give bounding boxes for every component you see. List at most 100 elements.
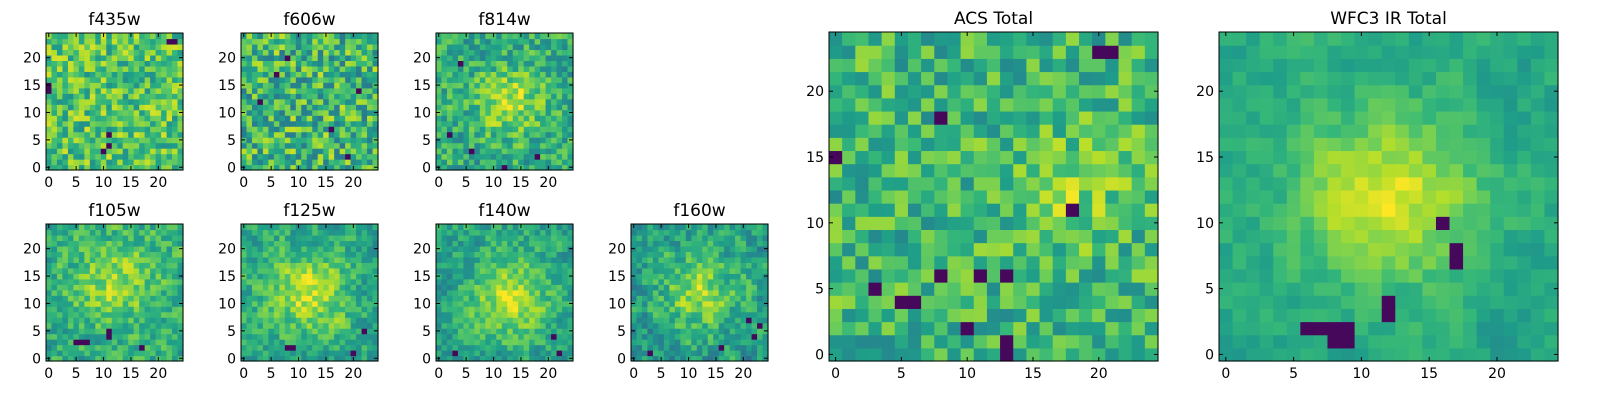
heatmap-cell: [551, 109, 558, 116]
heatmap-cell: [150, 289, 157, 296]
heatmap-cell: [556, 98, 563, 105]
heatmap-cell: [361, 76, 368, 83]
heatmap-cell: [512, 289, 519, 296]
heatmap-cell: [960, 282, 975, 296]
heatmap-cell: [452, 142, 459, 149]
heatmap-cell: [921, 334, 935, 349]
heatmap-cell: [652, 333, 659, 340]
heatmap-cell: [474, 38, 481, 45]
heatmap-cell: [718, 328, 725, 335]
heatmap-cell: [323, 104, 330, 111]
heatmap-cell: [631, 278, 638, 285]
heatmap-cell: [95, 306, 102, 313]
heatmap-cell: [284, 311, 291, 318]
heatmap-cell: [562, 49, 569, 56]
heatmap-cell: [361, 251, 368, 258]
heatmap-cell: [457, 164, 464, 171]
heatmap-cell: [262, 245, 269, 252]
heatmap-cell: [323, 142, 330, 149]
heatmap-cell: [262, 131, 269, 138]
heatmap-cell: [545, 126, 552, 133]
heatmap-cell: [334, 65, 341, 72]
heatmap-cell: [306, 148, 313, 155]
heatmap-cell: [545, 306, 552, 313]
heatmap-cell: [246, 284, 253, 291]
heatmap-cell: [507, 355, 514, 362]
heatmap-cell: [95, 82, 102, 89]
heatmap-cell: [507, 284, 514, 291]
heatmap-cell: [729, 322, 736, 329]
heatmap-cell: [84, 339, 91, 346]
heatmap-cell: [658, 240, 665, 247]
heatmap-cell: [301, 234, 308, 242]
heatmap-cell: [177, 267, 184, 274]
heatmap-cell: [73, 278, 80, 285]
heatmap-cell: [111, 104, 118, 111]
heatmap-cell: [246, 328, 253, 335]
heatmap-cell: [567, 148, 574, 155]
heatmap-cell: [251, 126, 259, 133]
heatmap-cell: [317, 33, 324, 40]
heatmap-cell: [512, 131, 519, 138]
heatmap-cell: [674, 350, 681, 357]
heatmap-cell: [735, 333, 742, 340]
heatmap-cell: [84, 93, 91, 100]
heatmap-cell: [446, 262, 454, 269]
heatmap-cell: [567, 284, 574, 291]
heatmap-cell: [556, 115, 563, 122]
heatmap-cell: [117, 344, 124, 351]
heatmap-cell: [317, 355, 324, 362]
heatmap-cell: [161, 355, 168, 362]
heatmap-cell: [746, 278, 753, 285]
heatmap-cell: [446, 333, 454, 340]
heatmap-cell: [177, 234, 184, 242]
heatmap-cell: [501, 87, 508, 94]
heatmap-cell: [468, 295, 475, 302]
heatmap-cell: [842, 229, 856, 244]
heatmap-cell: [128, 322, 135, 329]
heatmap-cell: [855, 203, 870, 217]
heatmap-cell: [702, 284, 709, 291]
y-tick-label: 20: [218, 51, 236, 67]
heatmap-cell: [95, 126, 102, 133]
heatmap-cell: [562, 60, 569, 67]
heatmap-cell: [1013, 242, 1027, 257]
heatmap-cell: [855, 334, 870, 349]
heatmap-cell: [150, 229, 157, 236]
heatmap-cell: [334, 148, 341, 155]
heatmap-cell: [545, 38, 552, 45]
heatmap-cell: [551, 153, 558, 160]
heatmap-cell: [350, 82, 357, 89]
heatmap-cell: [367, 284, 374, 291]
heatmap-cell: [523, 104, 530, 111]
heatmap-cell: [512, 295, 519, 302]
heatmap-cell: [100, 256, 107, 263]
heatmap-cell: [762, 317, 769, 324]
heatmap-cell: [106, 115, 113, 122]
heatmap-cell: [468, 115, 475, 122]
heatmap-cell: [757, 289, 764, 296]
heatmap-cell: [441, 137, 448, 144]
heatmap-cell: [251, 153, 259, 160]
heatmap-cell: [367, 33, 374, 40]
heatmap-cell: [290, 262, 297, 269]
heatmap-cell: [1092, 282, 1106, 296]
heatmap-cell: [279, 120, 286, 127]
heatmap-cell: [312, 131, 319, 138]
heatmap-cell: [1052, 334, 1067, 349]
heatmap-cell: [306, 245, 313, 252]
heatmap-cell: [290, 33, 297, 40]
heatmap-cell: [246, 251, 253, 258]
heatmap-cell: [262, 115, 269, 122]
heatmap-cell: [746, 240, 753, 247]
heatmap-cell: [367, 295, 374, 302]
heatmap-cell: [474, 229, 481, 236]
heatmap-cell: [501, 153, 508, 160]
heatmap-cell: [457, 82, 464, 89]
heatmap-cell: [894, 347, 909, 362]
heatmap-cell: [1065, 216, 1080, 230]
heatmap-cell: [317, 295, 324, 302]
heatmap-cell: [144, 142, 151, 149]
heatmap-cell: [523, 98, 530, 105]
heatmap-cell: [829, 242, 843, 257]
